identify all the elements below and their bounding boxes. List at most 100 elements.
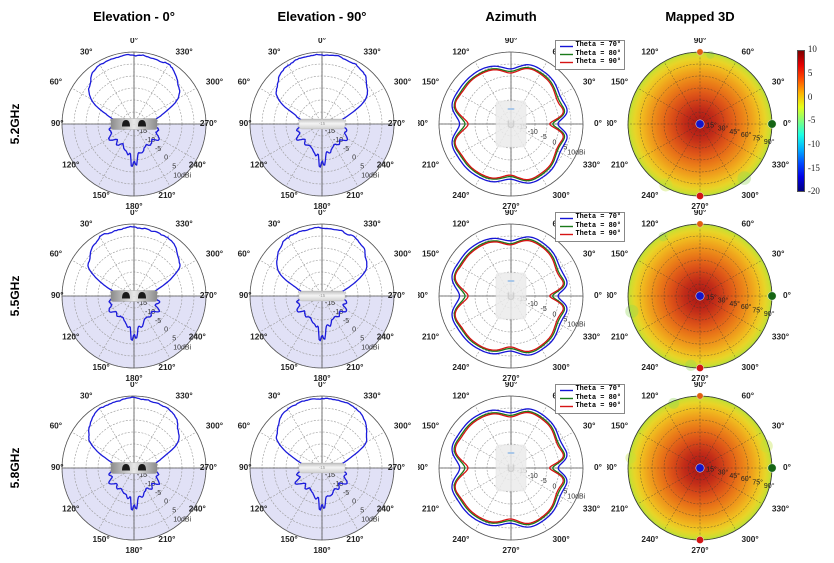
svg-text:-10: -10: [333, 309, 343, 316]
svg-text:210°: 210°: [422, 160, 439, 170]
svg-text:240°: 240°: [452, 190, 469, 200]
svg-text:30°: 30°: [718, 125, 729, 133]
svg-text:75°: 75°: [752, 479, 763, 487]
svg-text:0: 0: [553, 483, 557, 490]
svg-text:210°: 210°: [346, 362, 363, 372]
svg-text:210°: 210°: [346, 534, 363, 544]
svg-text:210°: 210°: [611, 160, 628, 170]
svg-text:90°: 90°: [51, 290, 64, 300]
svg-text:270°: 270°: [200, 118, 217, 128]
svg-text:45°: 45°: [729, 300, 740, 308]
svg-text:300°: 300°: [742, 362, 759, 372]
svg-text:120°: 120°: [641, 390, 658, 400]
svg-text:300°: 300°: [553, 534, 570, 544]
svg-text:10dBi: 10dBi: [173, 517, 191, 524]
svg-text:240°: 240°: [189, 160, 206, 170]
svg-text:90°: 90°: [694, 38, 707, 45]
svg-text:150°: 150°: [422, 77, 439, 87]
svg-text:0°: 0°: [594, 118, 602, 128]
svg-text:0°: 0°: [783, 290, 791, 300]
svg-text:45°: 45°: [729, 128, 740, 136]
svg-text:240°: 240°: [189, 332, 206, 342]
svg-text:0: 0: [352, 155, 356, 162]
svg-text:270°: 270°: [200, 462, 217, 472]
svg-text:210°: 210°: [611, 504, 628, 514]
svg-text:-10: -10: [145, 137, 155, 144]
svg-text:300°: 300°: [394, 421, 411, 431]
svg-text:150°: 150°: [611, 421, 628, 431]
svg-text:10dBi: 10dBi: [361, 173, 379, 180]
svg-text:240°: 240°: [189, 504, 206, 514]
svg-text:60°: 60°: [742, 46, 755, 56]
svg-text:0°: 0°: [318, 210, 326, 217]
svg-text:10dBi: 10dBi: [567, 493, 585, 500]
svg-text:210°: 210°: [158, 190, 175, 200]
svg-text:U: U: [507, 463, 515, 475]
svg-text:300°: 300°: [553, 362, 570, 372]
svg-text:10dBi: 10dBi: [173, 345, 191, 352]
svg-text:210°: 210°: [611, 332, 628, 342]
svg-text:330°: 330°: [583, 332, 600, 342]
svg-text:U: U: [507, 291, 515, 303]
svg-text:120°: 120°: [641, 46, 658, 56]
svg-text:60°: 60°: [50, 77, 63, 87]
svg-text:-15: -15: [319, 121, 326, 126]
svg-text:-5: -5: [343, 318, 349, 325]
svg-text:30°: 30°: [80, 218, 93, 228]
svg-text:90°: 90°: [239, 290, 252, 300]
svg-text:270°: 270°: [502, 201, 519, 210]
svg-text:-10: -10: [528, 301, 538, 308]
svg-text:240°: 240°: [452, 534, 469, 544]
svg-text:U: U: [507, 119, 515, 131]
svg-text:150°: 150°: [611, 77, 628, 87]
svg-text:330°: 330°: [364, 46, 381, 56]
svg-text:0°: 0°: [783, 118, 791, 128]
svg-text:0°: 0°: [594, 462, 602, 472]
svg-text:210°: 210°: [158, 362, 175, 372]
svg-text:30°: 30°: [268, 46, 281, 56]
svg-text:180°: 180°: [313, 201, 330, 210]
svg-text:210°: 210°: [158, 534, 175, 544]
svg-text:270°: 270°: [388, 462, 405, 472]
svg-text:270°: 270°: [691, 201, 708, 210]
svg-text:90°: 90°: [51, 118, 64, 128]
svg-text:5: 5: [360, 508, 364, 515]
svg-text:300°: 300°: [394, 77, 411, 87]
svg-text:60°: 60°: [742, 218, 755, 228]
svg-text:0°: 0°: [130, 210, 138, 217]
svg-text:330°: 330°: [176, 218, 193, 228]
svg-text:120°: 120°: [62, 332, 79, 342]
svg-text:150°: 150°: [281, 190, 298, 200]
svg-text:5: 5: [172, 336, 176, 343]
svg-text:-5: -5: [541, 306, 547, 313]
svg-text:30°: 30°: [80, 390, 93, 400]
svg-text:-10: -10: [145, 481, 155, 488]
svg-text:330°: 330°: [583, 160, 600, 170]
svg-text:300°: 300°: [206, 77, 223, 87]
svg-text:30°: 30°: [718, 297, 729, 305]
svg-text:90°: 90°: [239, 462, 252, 472]
svg-text:0: 0: [164, 327, 168, 334]
svg-text:150°: 150°: [93, 190, 110, 200]
svg-text:-5: -5: [541, 134, 547, 141]
svg-text:300°: 300°: [553, 190, 570, 200]
svg-text:0°: 0°: [783, 462, 791, 472]
svg-text:180°: 180°: [418, 118, 428, 128]
svg-text:330°: 330°: [772, 332, 789, 342]
svg-text:0: 0: [553, 139, 557, 146]
svg-text:-10: -10: [528, 473, 538, 480]
svg-text:60°: 60°: [238, 249, 251, 259]
svg-text:90°: 90°: [505, 382, 518, 389]
svg-text:60°: 60°: [741, 303, 752, 311]
svg-text:120°: 120°: [452, 218, 469, 228]
svg-text:300°: 300°: [742, 190, 759, 200]
svg-text:270°: 270°: [502, 545, 519, 554]
svg-text:120°: 120°: [62, 160, 79, 170]
svg-text:15°: 15°: [706, 465, 717, 473]
svg-text:330°: 330°: [176, 46, 193, 56]
svg-text:180°: 180°: [313, 373, 330, 382]
svg-text:90°: 90°: [764, 138, 775, 146]
svg-text:45°: 45°: [729, 472, 740, 480]
svg-text:15°: 15°: [706, 293, 717, 301]
svg-text:270°: 270°: [200, 290, 217, 300]
